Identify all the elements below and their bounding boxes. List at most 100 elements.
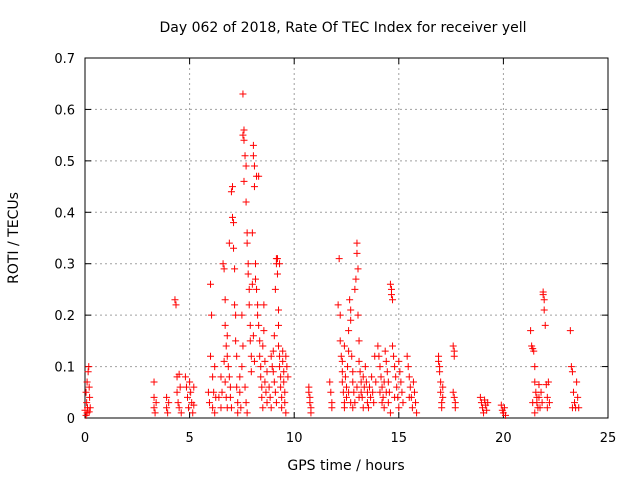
data-point <box>257 363 265 371</box>
data-point <box>259 404 267 412</box>
x-tick-label: 0 <box>81 431 89 446</box>
y-tick-label: 0.7 <box>54 52 75 67</box>
data-point <box>184 393 192 401</box>
data-point <box>539 291 547 299</box>
data-point <box>370 399 378 407</box>
data-point <box>190 401 198 409</box>
data-point <box>217 404 225 412</box>
y-tick-label: 0.6 <box>54 103 75 118</box>
data-point <box>347 316 355 324</box>
data-point <box>280 368 288 376</box>
data-point <box>181 373 189 381</box>
data-point <box>393 383 401 391</box>
data-point <box>378 383 386 391</box>
data-point <box>529 399 537 407</box>
data-point <box>536 404 544 412</box>
data-point <box>379 393 387 401</box>
data-point <box>376 388 384 396</box>
data-point <box>501 411 509 419</box>
data-point <box>437 388 445 396</box>
data-point <box>246 321 254 329</box>
data-point <box>413 409 421 417</box>
data-point <box>399 399 407 407</box>
data-point <box>85 363 93 371</box>
data-point <box>347 306 355 314</box>
data-point <box>362 378 370 386</box>
data-point <box>237 404 245 412</box>
data-point <box>222 342 230 350</box>
data-point <box>439 393 447 401</box>
data-point <box>225 239 233 247</box>
data-point <box>223 352 231 360</box>
data-point <box>390 352 398 360</box>
data-point <box>241 383 249 391</box>
data-point <box>253 285 261 293</box>
x-tick-label: 25 <box>600 431 617 446</box>
data-point <box>449 388 457 396</box>
data-point <box>395 404 403 412</box>
data-point <box>336 311 344 319</box>
data-point <box>280 378 288 386</box>
data-point <box>217 373 225 381</box>
data-point <box>278 393 286 401</box>
data-point <box>377 373 385 381</box>
data-point <box>231 265 239 273</box>
x-tick-label: 15 <box>391 431 408 446</box>
data-point <box>277 383 285 391</box>
data-point <box>543 393 551 401</box>
data-point <box>189 409 197 417</box>
data-point <box>150 378 158 386</box>
data-point <box>220 357 228 365</box>
data-point <box>355 337 363 345</box>
data-point <box>345 347 353 355</box>
data-point <box>265 383 273 391</box>
data-point <box>173 388 181 396</box>
data-point <box>256 337 264 345</box>
data-point <box>356 368 364 376</box>
data-point <box>451 404 459 412</box>
data-point <box>211 363 219 371</box>
data-point <box>450 393 458 401</box>
data-point <box>361 363 369 371</box>
data-point <box>476 393 484 401</box>
data-point <box>254 301 262 309</box>
data-point <box>163 393 171 401</box>
data-point <box>245 301 253 309</box>
axis-ticks <box>84 57 609 419</box>
data-point <box>242 198 250 206</box>
data-point <box>176 383 184 391</box>
data-point <box>240 126 248 134</box>
data-point <box>236 373 244 381</box>
data-point <box>267 404 275 412</box>
data-point <box>306 399 314 407</box>
data-point <box>568 404 576 412</box>
data-point <box>220 265 228 273</box>
data-point <box>483 406 491 414</box>
y-tick-label: 0.4 <box>54 206 75 221</box>
data-point <box>305 388 313 396</box>
data-point <box>568 368 576 376</box>
data-point <box>268 363 276 371</box>
data-point <box>366 383 374 391</box>
data-point <box>382 357 390 365</box>
data-point <box>175 404 183 412</box>
data-point <box>250 162 258 170</box>
data-point <box>249 152 257 160</box>
data-point <box>405 393 413 401</box>
data-point <box>327 388 335 396</box>
data-point <box>82 411 90 419</box>
data-point <box>343 393 350 401</box>
data-point <box>398 388 406 396</box>
data-point <box>165 399 173 407</box>
data-point <box>530 347 538 355</box>
data-point <box>86 393 94 401</box>
data-point <box>372 378 380 386</box>
data-point <box>281 388 289 396</box>
data-point <box>219 260 227 268</box>
data-point <box>543 404 551 412</box>
y-tick-label: 0.1 <box>54 361 75 376</box>
data-point <box>381 347 389 355</box>
data-point <box>367 393 375 401</box>
data-point <box>375 352 383 360</box>
data-point <box>275 342 283 350</box>
